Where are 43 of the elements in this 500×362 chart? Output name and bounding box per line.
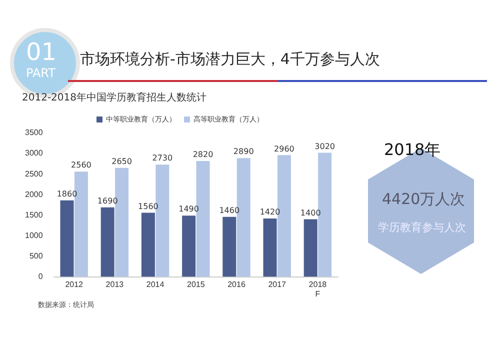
y-tick-label: 3500 (25, 128, 44, 138)
data-label: 2560 (71, 160, 92, 170)
y-tick-label: 500 (29, 251, 44, 260)
data-label: 1690 (97, 196, 118, 206)
text: 4420万人次 (382, 190, 466, 209)
text: 01 (26, 38, 57, 66)
y-tick-label: 1500 (25, 210, 44, 220)
data-label: 2650 (112, 157, 132, 166)
text: PART (26, 66, 56, 80)
bar (304, 219, 318, 277)
bar (60, 200, 74, 277)
text: 学历教育参与人次 (378, 220, 466, 235)
x-tick-label: 2017 (268, 280, 287, 289)
data-label: 1400 (300, 208, 321, 218)
y-tick-label: 2500 (25, 169, 44, 178)
bar (141, 212, 155, 277)
data-label: 1860 (56, 189, 78, 198)
x-tick-label: 2014 (146, 280, 165, 289)
chart-title: 2012-2018年中国学历教育招生人数统计 (22, 92, 207, 104)
bar (182, 216, 196, 277)
x-tick-label: 2018 F (308, 280, 328, 298)
text: 市场环境分析-市场潜力巨大，4千万参与人次 (80, 50, 380, 69)
data-label: 2730 (152, 154, 173, 163)
data-label: 3020 (314, 142, 335, 151)
x-tick-label: 2015 (187, 280, 206, 289)
data-label: 2820 (192, 150, 214, 160)
text: 2018年 (384, 140, 441, 161)
data-label: 1460 (219, 206, 240, 215)
y-tick-label: 0 (38, 272, 44, 282)
bar (263, 218, 277, 277)
data-label: 1490 (178, 204, 199, 214)
x-tick-label: 2013 (106, 280, 124, 289)
data-label: 1420 (260, 208, 280, 217)
data-label: 2960 (274, 144, 294, 154)
x-tick-label: 2012 (65, 280, 84, 289)
data-label: 2890 (233, 147, 254, 156)
y-tick-label: 1000 (25, 230, 44, 240)
x-tick-label: 2016 (228, 280, 246, 289)
y-tick-label: 3000 (25, 148, 44, 158)
data-label: 1560 (138, 202, 158, 211)
bar (222, 216, 236, 277)
y-tick-label: 2000 (25, 190, 44, 199)
bar (100, 207, 114, 277)
